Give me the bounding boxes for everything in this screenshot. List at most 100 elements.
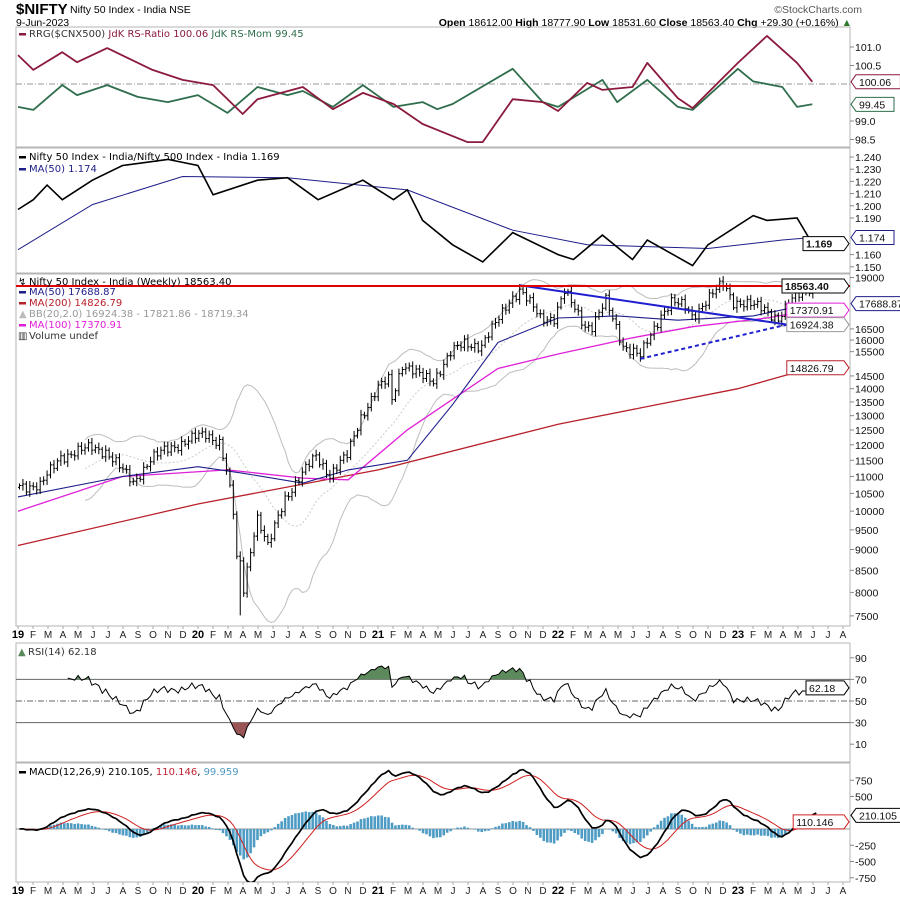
price-bar [638, 348, 642, 362]
macd-histogram-bar [49, 825, 52, 829]
price-bar [711, 288, 715, 299]
price-bar [62, 453, 66, 465]
macd-histogram-bar [570, 829, 573, 832]
price-bar [214, 436, 218, 449]
price-bar [183, 438, 187, 447]
rs-ratio-value-tag: 100.06 [859, 77, 891, 89]
macd-histogram-bar [459, 827, 463, 829]
macd-histogram-bar [63, 823, 66, 829]
x-axis-label: M [224, 630, 232, 641]
volume-icon: ▥ [18, 331, 27, 342]
macd-histogram-bar [173, 824, 177, 829]
macd-histogram-bar [204, 826, 208, 829]
macd-histogram-bar [80, 824, 83, 829]
macd-histogram-bar [494, 826, 497, 829]
price-bar [166, 441, 170, 457]
price-bar [445, 352, 449, 368]
x-axis-label: J [811, 630, 816, 641]
macd-histogram-bar [225, 829, 228, 837]
price-tick-label: 14000 [855, 384, 884, 396]
macd-histogram-bar [394, 825, 397, 829]
price-bar [352, 430, 356, 447]
open-value: 18612.00 [469, 17, 513, 29]
price-bar [518, 284, 522, 305]
price-bar [611, 307, 615, 322]
volume-legend: Volume undef [29, 331, 99, 342]
x-axis-label: F [30, 886, 36, 897]
macd-histogram-bar [483, 829, 487, 832]
price-bar [766, 302, 770, 317]
x-axis-label: A [780, 886, 787, 897]
price-bar [549, 312, 553, 325]
price-bar [90, 437, 94, 456]
up-arrow-icon: ▲ [842, 17, 852, 29]
x-axis-label: D [179, 886, 186, 897]
x-axis-label: N [164, 886, 171, 897]
low-label: Low [588, 17, 610, 29]
x-axis-label: J [271, 886, 276, 897]
macd-histogram-bar [673, 813, 677, 829]
price-bar [614, 313, 618, 330]
ma200-swatch [19, 302, 26, 305]
macd-histogram-bar [528, 827, 532, 829]
macd-tick-label: 500 [855, 792, 873, 804]
price-bar [321, 458, 325, 470]
macd-histogram-bar [545, 829, 549, 843]
x-axis-label: A [300, 630, 307, 641]
price-tick-label: 9500 [855, 525, 879, 537]
x-axis-label: A [60, 630, 67, 641]
price-bar [425, 369, 429, 382]
price-bar [269, 533, 273, 548]
price-bar [556, 302, 560, 329]
x-axis-label: J [646, 886, 651, 897]
macd-histogram-bar [111, 829, 114, 833]
price-tick-label: 8000 [855, 587, 879, 599]
macd-histogram-bar [501, 823, 504, 829]
x-axis-label: 23 [732, 629, 744, 641]
macd-histogram-bar [114, 829, 118, 834]
macd-histogram-bar [694, 826, 697, 829]
price-bar [221, 436, 225, 462]
price-bar [35, 482, 39, 495]
macd-histogram-bar [652, 827, 656, 829]
macd-histogram-bar [687, 820, 690, 829]
x-axis-label: F [390, 630, 396, 641]
price-bar [538, 309, 542, 319]
x-axis-label: D [539, 886, 546, 897]
x-axis-label: O [329, 886, 337, 897]
price-bar [466, 334, 470, 352]
x-axis-label: J [451, 630, 456, 641]
price-bar [438, 370, 442, 378]
price-bar [407, 362, 411, 372]
price-bar [228, 467, 232, 488]
macd-histogram-bar [125, 829, 128, 836]
macd-histogram-bar [197, 825, 201, 829]
macd-histogram-bar [611, 829, 615, 832]
macd-histogram-bar [325, 820, 328, 829]
macd-histogram-bar [376, 815, 380, 829]
x-axis-label: J [631, 886, 636, 897]
macd-histogram-bar [190, 824, 194, 829]
macd-histogram-bar [335, 826, 339, 829]
macd-histogram-bar [159, 825, 163, 829]
ratio-tick-label: 1.230 [855, 164, 881, 176]
macd-histogram-bar [597, 829, 601, 838]
rrg-tick-label: 101.0 [855, 42, 881, 54]
macd-histogram-bar [566, 829, 570, 831]
rsi-value-tag: 62.18 [809, 683, 835, 695]
close-value: 18563.40 [690, 17, 734, 29]
macd-histogram-bar [356, 821, 359, 829]
price-tick-label: 10000 [855, 506, 884, 518]
macd-histogram-bar [297, 812, 301, 829]
macd-histogram-bar [280, 821, 283, 829]
x-axis-label: J [811, 886, 816, 897]
rsi-tick-label: 70 [855, 674, 867, 686]
x-axis-label: J [466, 630, 471, 641]
macd-histogram-bar [66, 822, 70, 829]
macd-histogram-bar [432, 829, 435, 839]
price-bar [338, 455, 342, 475]
candle-icon: ↯ [18, 277, 26, 288]
x-axis-label: N [704, 886, 711, 897]
x-axis-label: J [646, 630, 651, 641]
price-bar [362, 411, 366, 419]
